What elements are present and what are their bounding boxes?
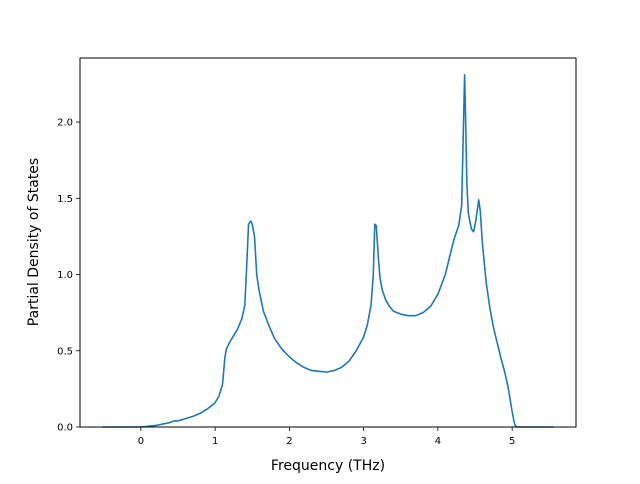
y-tick-label: 1.0 — [57, 270, 73, 281]
plot-frame — [79, 57, 577, 428]
y-tick-label: 2.0 — [57, 118, 73, 129]
x-tick-label: 3 — [360, 436, 366, 447]
x-tick-label: 5 — [509, 436, 515, 447]
y-tick-label: 0.5 — [57, 346, 73, 357]
x-tick-label: 4 — [435, 436, 441, 447]
y-axis-label: Partial Density of States — [26, 158, 42, 326]
series-layer — [102, 73, 554, 428]
x-tick-label: 2 — [286, 436, 292, 447]
y-tick-label: 0.0 — [57, 423, 73, 434]
ticks-layer: 0 1 2 3 4 5 0.0 0.5 1.0 1.5 2.0 — [57, 118, 515, 447]
series-line-0 — [102, 73, 554, 428]
x-tick-label: 0 — [138, 436, 144, 447]
x-tick-label: 1 — [212, 436, 218, 447]
x-axis-label: Frequency (THz) — [271, 458, 385, 474]
y-tick-label: 1.5 — [57, 194, 73, 205]
